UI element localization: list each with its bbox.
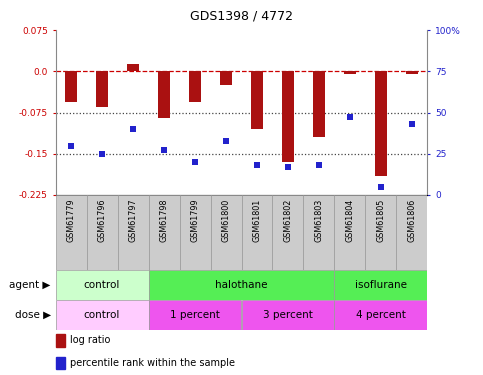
Text: control: control: [84, 280, 120, 290]
Text: GSM61800: GSM61800: [222, 199, 230, 242]
Bar: [56, 334, 65, 346]
Text: GSM61797: GSM61797: [128, 199, 138, 242]
Point: [222, 138, 230, 144]
Bar: [313, 71, 325, 137]
Text: GSM61796: GSM61796: [98, 199, 107, 242]
Text: GSM61804: GSM61804: [345, 199, 355, 242]
Bar: [56, 195, 86, 270]
Point: [253, 162, 261, 168]
Point: [67, 142, 75, 148]
Bar: [220, 71, 232, 85]
Bar: [375, 71, 387, 176]
Bar: [397, 195, 427, 270]
Bar: [56, 300, 149, 330]
Bar: [127, 64, 139, 71]
Bar: [149, 195, 180, 270]
Text: GSM61799: GSM61799: [190, 199, 199, 242]
Bar: [56, 357, 65, 369]
Text: 4 percent: 4 percent: [356, 310, 406, 320]
Text: dose ▶: dose ▶: [14, 310, 51, 320]
Point: [98, 151, 106, 157]
Bar: [334, 300, 427, 330]
Bar: [65, 71, 77, 102]
Point: [377, 184, 385, 190]
Text: 3 percent: 3 percent: [263, 310, 313, 320]
Bar: [189, 71, 201, 102]
Text: GSM61801: GSM61801: [253, 199, 261, 242]
Point: [129, 126, 137, 132]
Bar: [242, 300, 334, 330]
Text: GSM61803: GSM61803: [314, 199, 324, 242]
Bar: [56, 270, 149, 300]
Point: [160, 147, 168, 153]
Bar: [334, 195, 366, 270]
Bar: [242, 195, 272, 270]
Text: GSM61806: GSM61806: [408, 199, 416, 242]
Bar: [180, 195, 211, 270]
Text: GDS1398 / 4772: GDS1398 / 4772: [190, 9, 293, 22]
Text: halothane: halothane: [215, 280, 268, 290]
Bar: [96, 71, 108, 107]
Bar: [303, 195, 334, 270]
Text: GSM61805: GSM61805: [376, 199, 385, 242]
Bar: [86, 195, 117, 270]
Point: [284, 164, 292, 170]
Bar: [251, 71, 263, 129]
Bar: [282, 71, 294, 162]
Bar: [344, 71, 356, 74]
Point: [346, 114, 354, 120]
Text: GSM61779: GSM61779: [67, 199, 75, 242]
Bar: [158, 71, 170, 118]
Bar: [211, 195, 242, 270]
Text: control: control: [84, 310, 120, 320]
Bar: [149, 300, 242, 330]
Text: 1 percent: 1 percent: [170, 310, 220, 320]
Bar: [272, 195, 303, 270]
Text: log ratio: log ratio: [71, 335, 111, 345]
Bar: [366, 195, 397, 270]
Text: isoflurane: isoflurane: [355, 280, 407, 290]
Text: GSM61802: GSM61802: [284, 199, 293, 242]
Bar: [149, 270, 334, 300]
Point: [408, 121, 416, 127]
Bar: [406, 71, 418, 74]
Bar: [117, 195, 149, 270]
Point: [315, 162, 323, 168]
Text: GSM61798: GSM61798: [159, 199, 169, 242]
Point: [191, 159, 199, 165]
Text: percentile rank within the sample: percentile rank within the sample: [71, 358, 235, 368]
Bar: [334, 270, 427, 300]
Text: agent ▶: agent ▶: [9, 280, 51, 290]
